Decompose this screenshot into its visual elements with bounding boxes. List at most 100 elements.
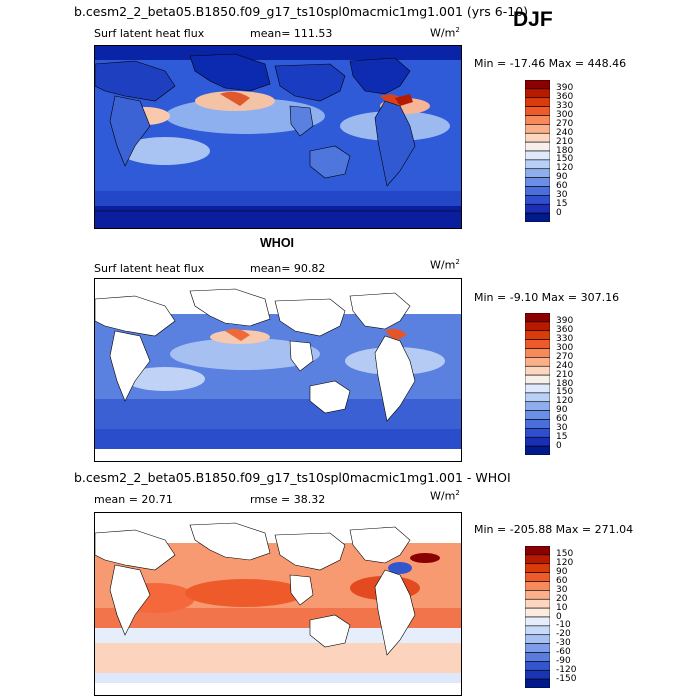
colorbar-swatch — [524, 339, 551, 349]
colorbar-level-label: 390 — [556, 316, 574, 327]
panel2-field-label: Surf latent heat flux — [94, 262, 205, 275]
colorbar-level-label: 300 — [556, 343, 574, 353]
colorbar-swatch — [524, 428, 551, 438]
panel1-colorbar — [524, 79, 551, 223]
colorbar-level-label: 150 — [556, 387, 574, 398]
panel3-rmse: rmse = 38.32 — [250, 493, 326, 506]
colorbar-level-label: 15 — [556, 198, 568, 209]
colorbar-swatch — [524, 669, 551, 680]
colorbar-swatch — [524, 572, 551, 582]
colorbar-level-label: 330 — [556, 101, 574, 112]
colorbar-level-label: 0 — [556, 611, 562, 622]
colorbar-swatch — [524, 88, 551, 99]
colorbar-level-label: -60 — [556, 647, 571, 657]
colorbar-swatch — [524, 168, 551, 178]
colorbar-level-label: 30 — [556, 422, 568, 433]
colorbar-swatch — [524, 607, 551, 618]
panel1-units: W/m2 — [430, 26, 460, 40]
panel2-title: WHOI — [260, 236, 295, 250]
colorbar-swatch — [524, 186, 551, 196]
colorbar-swatch — [524, 563, 551, 573]
colorbar-level-label: 60 — [556, 414, 568, 424]
colorbar-swatch — [524, 643, 551, 653]
colorbar-swatch — [524, 132, 551, 143]
colorbar-level-label: 0 — [556, 207, 562, 218]
colorbar-level-label: -90 — [556, 655, 571, 666]
colorbar-swatch — [524, 401, 551, 411]
panel2-minmax: Min = -9.10 Max = 307.16 — [474, 291, 620, 304]
colorbar-level-label: 390 — [556, 83, 574, 94]
colorbar-level-label: 90 — [556, 567, 568, 578]
colorbar-level-label: -150 — [556, 673, 577, 684]
colorbar-level-label: -30 — [556, 638, 571, 649]
colorbar-level-label: 150 — [556, 549, 574, 560]
colorbar-level-label: 240 — [556, 360, 574, 371]
colorbar-swatch — [524, 106, 551, 116]
panel3-minmax: Min = -205.88 Max = 271.04 — [474, 523, 634, 536]
colorbar-swatch — [524, 212, 551, 223]
colorbar-level-label: 10 — [556, 602, 568, 613]
colorbar-level-label: 270 — [556, 351, 574, 362]
panel3-map — [94, 512, 462, 696]
season-label: DJF — [513, 8, 553, 31]
colorbar-swatch — [524, 410, 551, 420]
colorbar-level-label: 120 — [556, 163, 574, 174]
colorbar-swatch — [524, 374, 551, 385]
panel3-mean: mean = 20.71 — [94, 493, 173, 506]
panel2-map — [94, 278, 462, 462]
colorbar-level-label: -20 — [556, 629, 571, 640]
colorbar-level-label: 150 — [556, 154, 574, 165]
panel3-title: b.cesm2_2_beta05.B1850.f09_g17_ts10spl0m… — [74, 470, 511, 485]
panel2-units: W/m2 — [430, 258, 460, 272]
colorbar-swatch — [524, 661, 551, 671]
colorbar-swatch — [524, 159, 551, 170]
colorbar-swatch — [524, 445, 551, 456]
colorbar-swatch — [524, 312, 551, 323]
colorbar-swatch — [524, 436, 551, 447]
colorbar-level-label: 240 — [556, 127, 574, 138]
colorbar-swatch — [524, 348, 551, 358]
colorbar-swatch — [524, 598, 551, 609]
colorbar-level-label: 30 — [556, 584, 568, 595]
colorbar-level-label: 330 — [556, 334, 574, 345]
panel3-colorbar — [524, 545, 551, 689]
colorbar-swatch — [524, 634, 551, 644]
colorbar-swatch — [524, 392, 551, 403]
colorbar-level-label: 120 — [556, 558, 574, 569]
colorbar-swatch — [524, 383, 551, 394]
colorbar-swatch — [524, 150, 551, 161]
colorbar-level-label: 20 — [556, 593, 568, 604]
colorbar-swatch — [524, 177, 551, 187]
panel1-field-label: Surf latent heat flux — [94, 27, 205, 40]
colorbar-swatch — [524, 365, 551, 376]
colorbar-swatch — [524, 357, 551, 367]
colorbar-level-label: -10 — [556, 620, 571, 631]
colorbar-swatch — [524, 195, 551, 205]
panel1-title: b.cesm2_2_beta05.B1850.f09_g17_ts10spl0m… — [74, 4, 529, 19]
panel1-map — [94, 45, 462, 229]
colorbar-swatch — [524, 330, 551, 340]
colorbar-swatch — [524, 625, 551, 636]
colorbar-level-label: -120 — [556, 664, 577, 675]
colorbar-level-label: 180 — [556, 145, 574, 156]
panel2-mean: mean= 90.82 — [250, 262, 326, 275]
colorbar-level-label: 15 — [556, 431, 568, 442]
colorbar-swatch — [524, 115, 551, 125]
colorbar-level-label: 60 — [556, 576, 568, 586]
panel3-units: W/m2 — [430, 489, 460, 503]
colorbar-swatch — [524, 616, 551, 627]
panel1-minmax: Min = -17.46 Max = 448.46 — [474, 57, 627, 70]
panel2-colorbar — [524, 312, 551, 456]
colorbar-level-label: 210 — [556, 369, 574, 380]
colorbar-level-label: 180 — [556, 378, 574, 389]
colorbar-level-label: 360 — [556, 325, 574, 336]
colorbar-level-label: 300 — [556, 110, 574, 120]
colorbar-swatch — [524, 124, 551, 134]
colorbar-swatch — [524, 545, 551, 556]
colorbar-swatch — [524, 581, 551, 591]
colorbar-level-label: 60 — [556, 181, 568, 191]
colorbar-level-label: 0 — [556, 440, 562, 451]
colorbar-level-label: 90 — [556, 405, 568, 416]
colorbar-swatch — [524, 203, 551, 214]
colorbar-swatch — [524, 678, 551, 689]
